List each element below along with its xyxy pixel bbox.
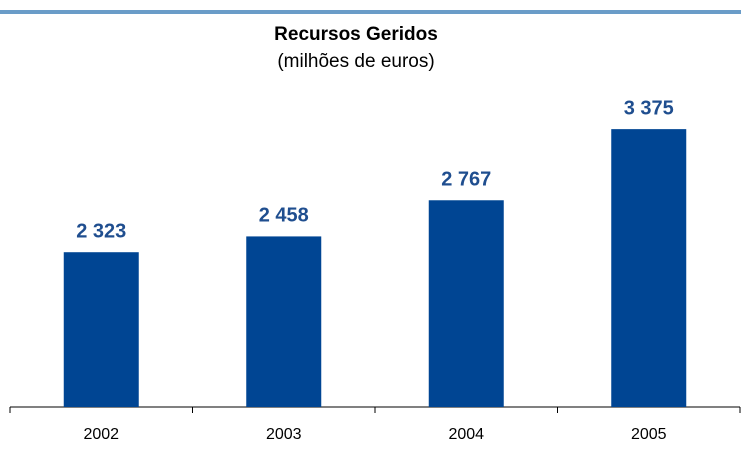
bar (428, 200, 504, 407)
bar (246, 236, 322, 407)
top-rule (0, 10, 741, 14)
data-label: 2 458 (259, 205, 309, 227)
chart-subtitle: (milhões de euros) (277, 51, 434, 72)
x-tick-label: 2004 (448, 426, 484, 443)
bar (611, 129, 687, 407)
data-label: 3 375 (624, 97, 674, 119)
x-tick-label: 2005 (631, 426, 667, 443)
data-label: 2 767 (441, 169, 491, 191)
x-tick-label: 2002 (83, 426, 119, 443)
chart-title: Recursos Geridos (274, 24, 438, 45)
x-tick-label: 2003 (266, 426, 302, 443)
bar (63, 252, 139, 407)
data-label: 2 323 (76, 220, 126, 242)
